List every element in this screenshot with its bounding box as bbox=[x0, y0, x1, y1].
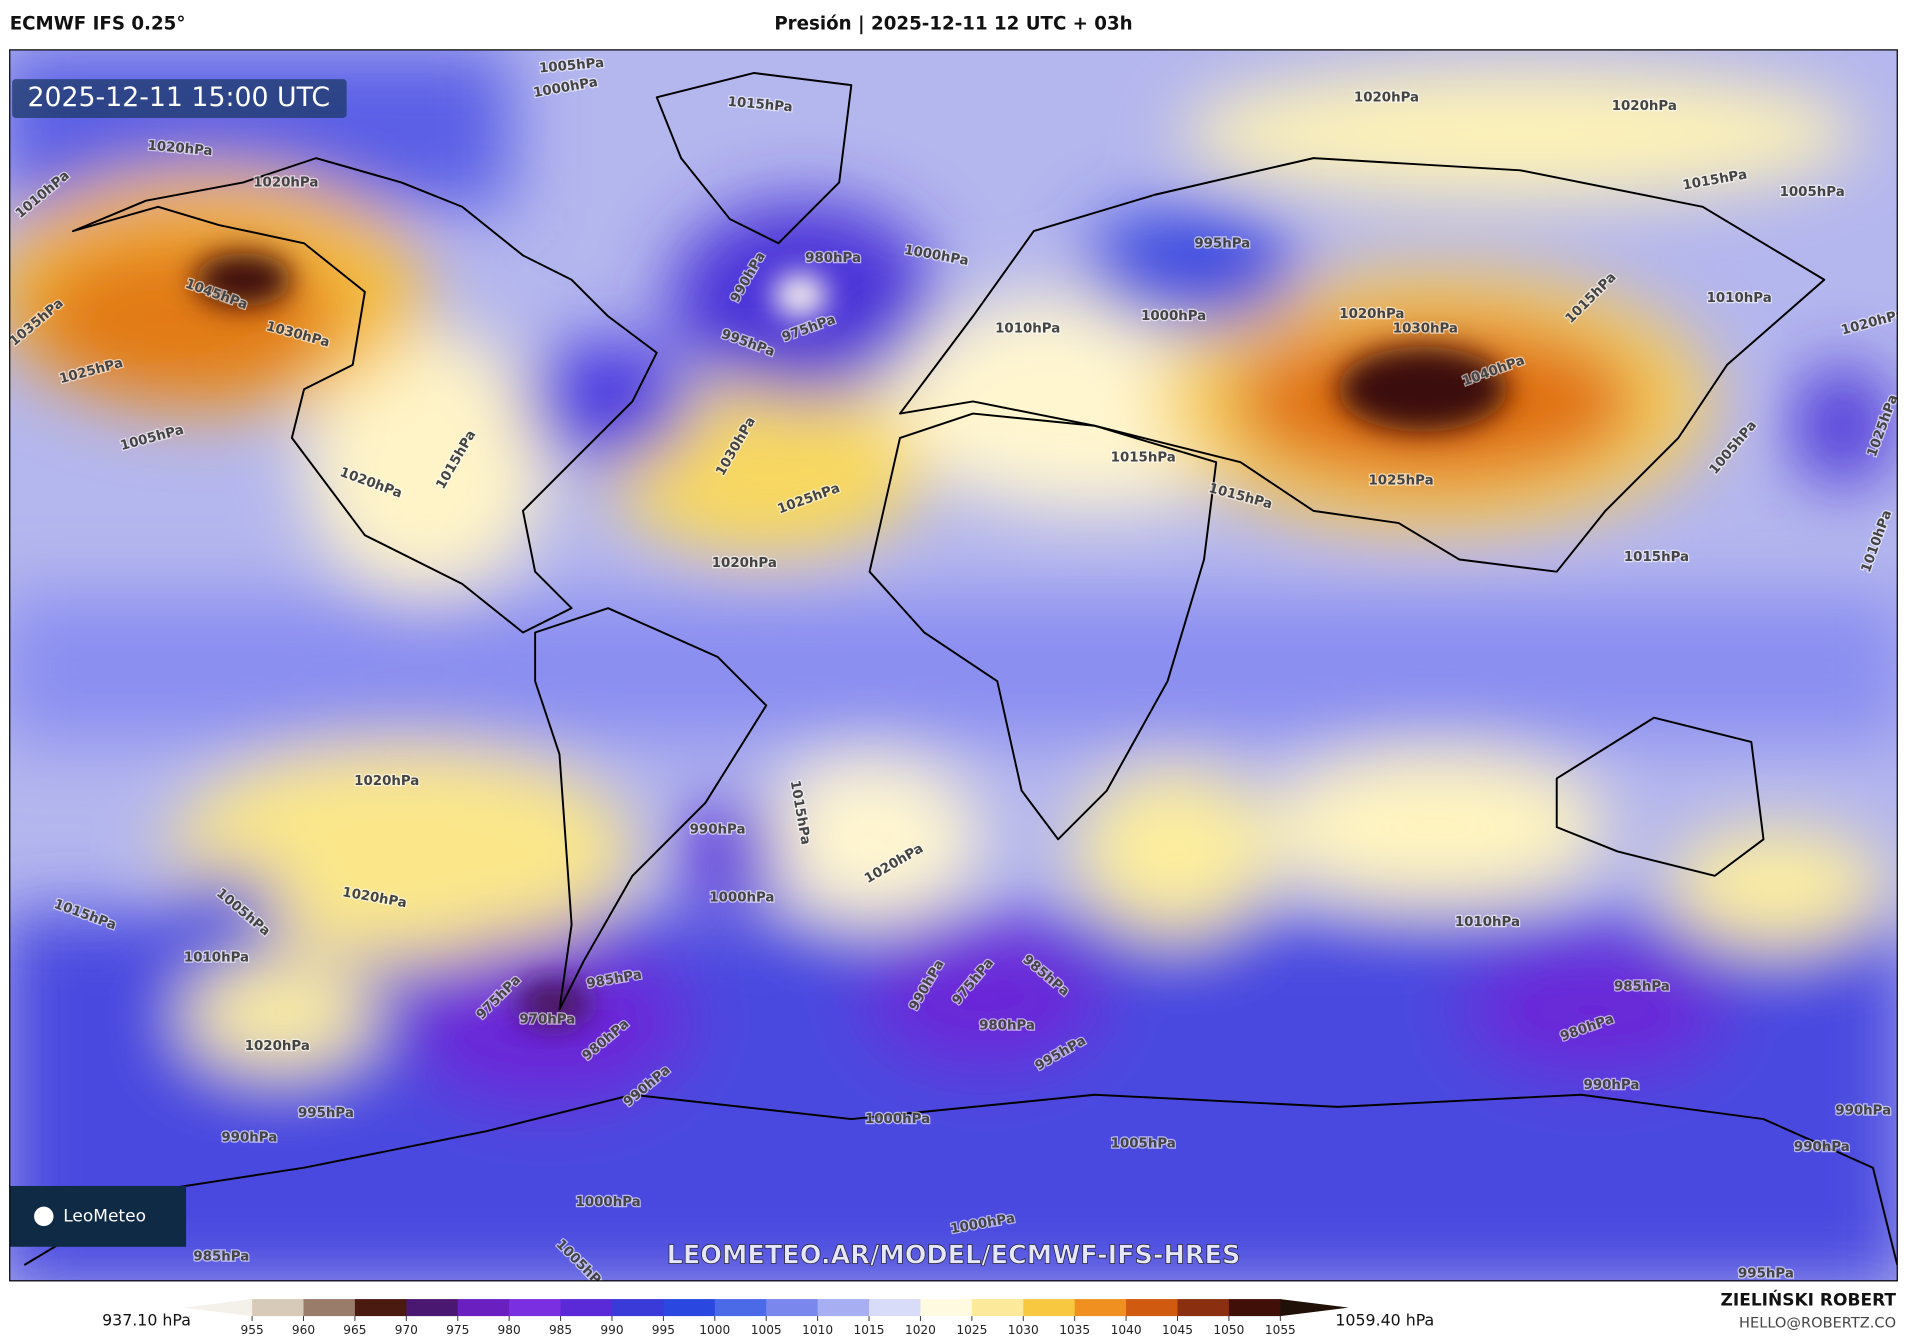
colorbar-tick-label: 1035 bbox=[1059, 1323, 1090, 1337]
colorbar-tick-label: 960 bbox=[292, 1323, 315, 1337]
colorbar-segment bbox=[1023, 1299, 1076, 1317]
colorbar-tick-label: 1010 bbox=[802, 1323, 833, 1337]
colorbar-max: 1059.40 hPa bbox=[1335, 1310, 1434, 1329]
colorbar-segment bbox=[1280, 1299, 1349, 1317]
colorbar-tick-label: 1055 bbox=[1265, 1323, 1296, 1337]
colorbar-tick-label: 965 bbox=[343, 1323, 366, 1337]
isobar-label: 1015hPa bbox=[1624, 550, 1689, 565]
colorbar-segment bbox=[766, 1299, 819, 1317]
isobar-label: 1020hPa bbox=[245, 1039, 310, 1054]
isobar-label: 990hPa bbox=[1835, 1104, 1891, 1119]
isobar-label: 990hPa bbox=[221, 1130, 277, 1145]
colorbar-tick-label: 1005 bbox=[751, 1323, 782, 1337]
colorbar-segment bbox=[971, 1299, 1024, 1317]
logo-text: LeoMeteo bbox=[63, 1206, 146, 1226]
isobar-label: 1010hPa bbox=[1455, 915, 1520, 930]
isobar-label: 1005hPa bbox=[539, 56, 605, 77]
time-badge bbox=[12, 79, 347, 118]
colorbar-segment bbox=[663, 1299, 716, 1317]
colorbar-segment bbox=[406, 1299, 459, 1317]
colorbar-tick-label: 1025 bbox=[956, 1323, 987, 1337]
isobar-label: 1020hPa bbox=[712, 556, 777, 571]
isobar-label: 1020hPa bbox=[1354, 90, 1419, 105]
colorbar-segment bbox=[252, 1299, 305, 1317]
colorbar-tick-label: 970 bbox=[395, 1323, 418, 1337]
isobar-label: 1000hPa bbox=[576, 1195, 641, 1210]
isobar-label: 1015hPa bbox=[1111, 450, 1176, 465]
model-name: ECMWF IFS 0.25° bbox=[10, 13, 186, 34]
isobar-label: 985hPa bbox=[193, 1250, 249, 1265]
isobar-label: 1020hPa bbox=[147, 139, 213, 160]
colorbar-segment bbox=[611, 1299, 664, 1317]
watermark: LEOMETEO.AR/MODEL/ECMWF-IFS-HRES bbox=[667, 1241, 1241, 1271]
colorbar-segment bbox=[354, 1299, 407, 1317]
colorbar-tick-label: 1040 bbox=[1111, 1323, 1142, 1337]
colorbar-tick-label: 1045 bbox=[1162, 1323, 1193, 1337]
colorbar-tick-label: 1020 bbox=[905, 1323, 936, 1337]
colorbar-tick-label: 1015 bbox=[854, 1323, 885, 1337]
isobar-label: 970hPa bbox=[519, 1012, 575, 1027]
isobar-label: 990hPa bbox=[1794, 1140, 1850, 1155]
email: HELLO@ROBERTZ.CO bbox=[1739, 1314, 1896, 1331]
isobar-label: 1020hPa bbox=[354, 774, 419, 789]
coastlines bbox=[23, 72, 1898, 1266]
colorbar-tick-label: 975 bbox=[446, 1323, 469, 1337]
colorbar-tick-label: 985 bbox=[549, 1323, 572, 1337]
colorbar-tick-label: 1000 bbox=[699, 1323, 730, 1337]
pressure-cores bbox=[194, 253, 1509, 1028]
isobar-label: 990hPa bbox=[1584, 1078, 1640, 1093]
colorbar-segment bbox=[303, 1299, 356, 1317]
colorbar-segment bbox=[869, 1299, 922, 1317]
isobar-label: 1025hPa bbox=[1368, 473, 1433, 488]
colorbar-segment bbox=[1228, 1299, 1281, 1317]
colorbar-tick-label: 995 bbox=[652, 1323, 675, 1337]
colorbar-segment bbox=[920, 1299, 973, 1317]
isobar-label: 1000hPa bbox=[709, 891, 774, 906]
colorbar-segment bbox=[457, 1299, 510, 1317]
logo-sun bbox=[34, 1206, 54, 1227]
isobar-label: 1005hPa bbox=[1111, 1136, 1176, 1151]
map-frame bbox=[9, 49, 1898, 1282]
map: 1005hPa1000hPa1015hPa1020hPa1010hPa1035h… bbox=[9, 49, 1898, 1282]
isobar-label: 1000hPa bbox=[1141, 309, 1206, 324]
isobar-label: 1020hPa bbox=[1612, 99, 1677, 114]
colorbar-segment bbox=[560, 1299, 613, 1317]
valid-time: 2025-12-11 15:00 UTC bbox=[27, 82, 330, 113]
isobar-label: 1030hPa bbox=[1393, 321, 1458, 336]
isobar-label: 1020hPa bbox=[1339, 307, 1404, 322]
isobar-label: 985hPa bbox=[1614, 979, 1670, 994]
isobar-label: 990hPa bbox=[690, 823, 746, 838]
colorbar-segment bbox=[714, 1299, 767, 1317]
author: ZIELIŃSKI ROBERT bbox=[1721, 1288, 1897, 1310]
isobar-label: 995hPa bbox=[298, 1106, 354, 1121]
colorbar-segment bbox=[817, 1299, 870, 1317]
colorbar-segment bbox=[1074, 1299, 1127, 1317]
isobar-label: 1010hPa bbox=[995, 321, 1060, 336]
title: Presión | 2025-12-11 12 UTC + 03h bbox=[774, 13, 1132, 34]
isobar-label: 995hPa bbox=[1738, 1267, 1794, 1282]
pressure-field bbox=[9, 49, 1898, 1281]
isobar-label: 995hPa bbox=[1194, 236, 1250, 251]
colorbar-segment bbox=[1177, 1299, 1230, 1317]
isobar-label: 1010hPa bbox=[1707, 291, 1772, 306]
colorbar-segment bbox=[183, 1299, 253, 1317]
colorbar-min: 937.10 hPa bbox=[102, 1310, 191, 1329]
isobar-label: 980hPa bbox=[805, 251, 861, 266]
isobar-label: 980hPa bbox=[979, 1018, 1035, 1033]
colorbar-tick-label: 1030 bbox=[1008, 1323, 1039, 1337]
isobar-label: 1000hPa bbox=[865, 1112, 930, 1127]
isobar-label: 1010hPa bbox=[184, 950, 249, 965]
colorbar-tick-label: 990 bbox=[600, 1323, 623, 1337]
isobar-label: 1015hPa bbox=[727, 95, 793, 116]
colorbar: 955 960 965 970 975 980 985 990 995 1000 1005 1010 1… bbox=[183, 1299, 1349, 1337]
colorbar-segment bbox=[1126, 1299, 1179, 1317]
colorbar-tick-label: 980 bbox=[498, 1323, 521, 1337]
colorbar-tick-label: 955 bbox=[240, 1323, 263, 1337]
colorbar-tick-label: 1050 bbox=[1213, 1323, 1244, 1337]
isobar-label: 1020hPa bbox=[253, 175, 318, 190]
isobar-label: 1005hPa bbox=[1780, 185, 1845, 200]
colorbar-segment bbox=[509, 1299, 562, 1317]
